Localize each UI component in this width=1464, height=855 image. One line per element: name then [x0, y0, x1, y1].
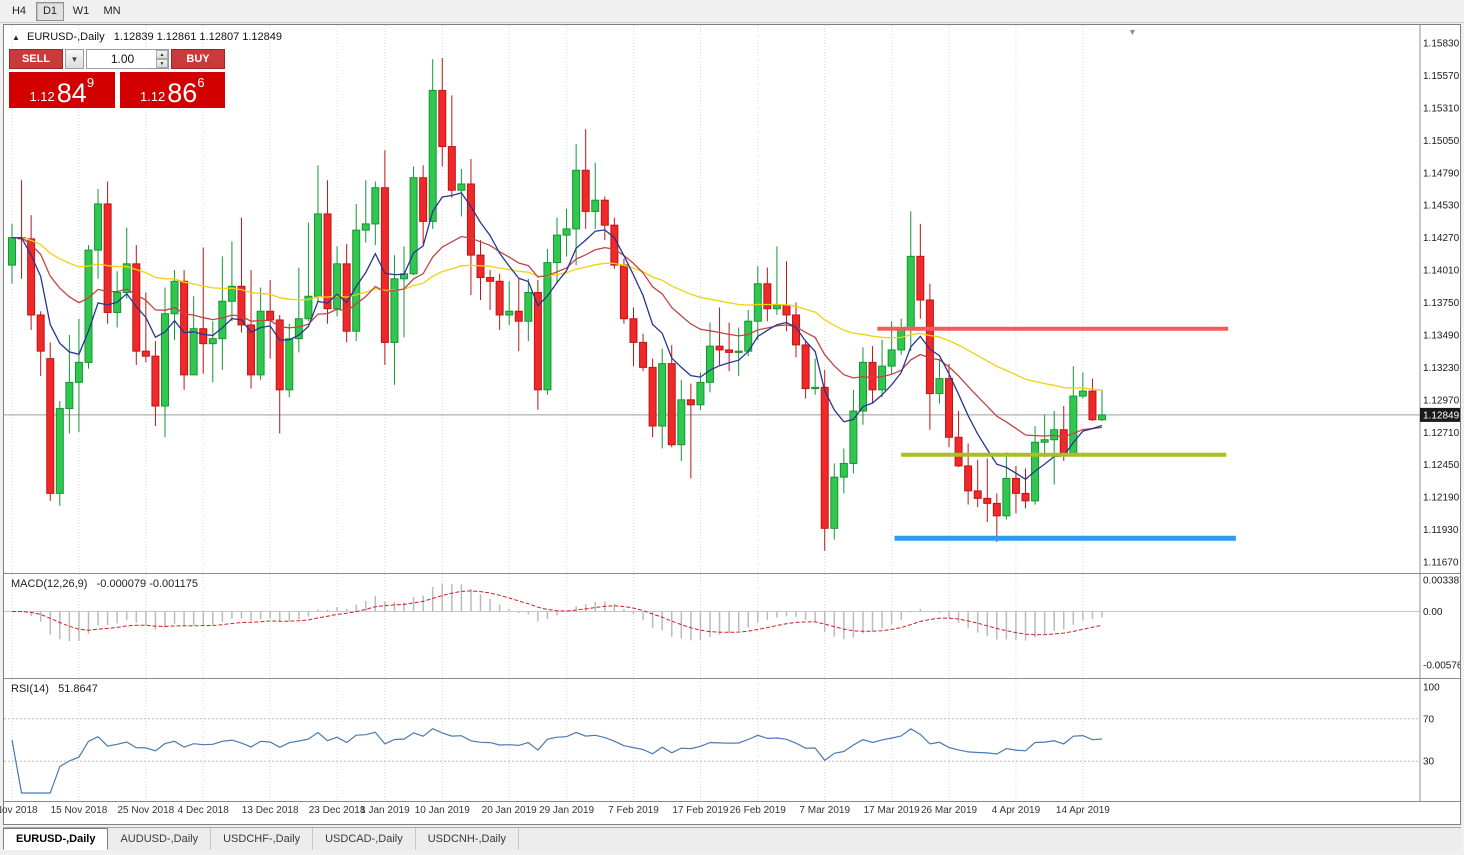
date-axis-label: 26 Feb 2019 — [729, 805, 786, 816]
date-axis-label: 23 Dec 2018 — [308, 805, 366, 816]
date-axis-label: 15 Nov 2018 — [50, 805, 108, 816]
chart-shift-marker-icon[interactable]: ▼ — [1128, 27, 1137, 37]
timeframe-button-mn[interactable]: MN — [103, 5, 121, 17]
svg-text:0.00: 0.00 — [1423, 607, 1443, 618]
chart-tab-eurusd[interactable]: EURUSD-,Daily — [3, 828, 109, 850]
macd-histogram — [11, 583, 1103, 642]
date-axis-label: 1 Jan 2019 — [360, 805, 410, 816]
volume-stepper: ▲ ▼ — [156, 50, 168, 68]
buy-price-pip: 6 — [197, 75, 205, 90]
price-axis-ticks: 1.15830 1.15570 1.15310 1.15050 1.14790 1.145… — [1423, 39, 1460, 569]
chart-title-bar: ▲ EURUSD-,Daily 1.12839 1.12861 1.12807 … — [12, 31, 282, 43]
macd-values: -0.000079 -0.001175 — [96, 578, 198, 590]
date-axis-label: 26 Mar 2019 — [920, 805, 978, 816]
rsi-value: 51.8647 — [58, 683, 98, 695]
timeframe-toolbar: H4 D1 W1 MN — [0, 0, 1464, 23]
rsi-line — [11, 728, 1103, 794]
volume-dropdown-button[interactable]: ▼ — [65, 49, 84, 69]
macd-chart-canvas[interactable]: 0.003387 0.00 -0.00576 — [4, 574, 1460, 678]
date-axis-label: 17 Feb 2019 — [672, 805, 729, 816]
current-price-badge — [1420, 407, 1460, 422]
ma-line-slow — [11, 236, 1103, 391]
svg-text:1.13750: 1.13750 — [1423, 298, 1460, 309]
svg-text:1.12190: 1.12190 — [1423, 493, 1460, 504]
sell-button[interactable]: SELL — [9, 49, 63, 69]
svg-text:1.15830: 1.15830 — [1423, 39, 1460, 50]
svg-text:1.11670: 1.11670 — [1423, 558, 1459, 569]
current-price-badge-text: 1.12849 — [1423, 410, 1460, 421]
macd-label: MACD(12,26,9) -0.000079 -0.001175 — [11, 578, 198, 590]
svg-text:1.15050: 1.15050 — [1423, 136, 1460, 147]
sell-price-button[interactable]: 1.12 84 9 — [9, 72, 115, 108]
svg-text:1.14270: 1.14270 — [1423, 233, 1460, 244]
date-axis-label: 10 Jan 2019 — [414, 805, 470, 816]
date-axis-label: 4 Apr 2019 — [991, 805, 1041, 816]
svg-text:1.15570: 1.15570 — [1423, 71, 1460, 82]
svg-text:30: 30 — [1423, 757, 1435, 768]
timeframe-button-w1[interactable]: W1 — [72, 5, 90, 17]
svg-text:1.15310: 1.15310 — [1423, 103, 1460, 114]
stepper-down-icon[interactable]: ▼ — [156, 59, 168, 68]
rsi-label: RSI(14) 51.8647 — [11, 683, 98, 695]
svg-text:70: 70 — [1423, 714, 1435, 725]
svg-text:1.12710: 1.12710 — [1423, 428, 1460, 439]
date-axis-label: 14 Apr 2019 — [1055, 805, 1110, 816]
chart-tab-usdchf[interactable]: USDCHF-,Daily — [211, 828, 314, 850]
rsi-pane: 100 70 30 RSI(14) 51.8647 — [4, 679, 1460, 802]
timeframe-button-d1[interactable]: D1 — [36, 1, 64, 21]
date-axis-label: 7 Feb 2019 — [608, 805, 659, 816]
svg-text:1.14790: 1.14790 — [1423, 168, 1460, 179]
buy-price-button[interactable]: 1.12 86 6 — [119, 72, 225, 108]
chevron-down-icon: ▼ — [70, 54, 79, 64]
volume-input[interactable] — [86, 49, 169, 69]
date-axis-label: 7 Mar 2019 — [799, 805, 851, 816]
chart-tab-bar: EURUSD-,Daily AUDUSD-,Daily USDCHF-,Daily U… — [3, 827, 1461, 850]
date-axis-label: 29 Jan 2019 — [539, 805, 595, 816]
svg-text:1.13230: 1.13230 — [1423, 363, 1460, 374]
date-axis-label: 13 Dec 2018 — [241, 805, 299, 816]
price-chart-canvas[interactable]: 1.15830 1.15570 1.15310 1.15050 1.14790 1.145… — [4, 25, 1460, 573]
svg-text:0.003387: 0.003387 — [1423, 576, 1460, 587]
svg-text:1.11930: 1.11930 — [1423, 525, 1459, 536]
macd-pane: 0.003387 0.00 -0.00576 MACD(12,26,9) -0.00… — [4, 574, 1460, 679]
timeframe-button-h4[interactable]: H4 — [11, 5, 27, 17]
svg-text:1.12450: 1.12450 — [1423, 460, 1460, 471]
svg-text:1.13490: 1.13490 — [1423, 330, 1460, 341]
ma-line-medium — [11, 235, 1103, 438]
svg-text:-0.00576: -0.00576 — [1423, 661, 1460, 672]
one-click-trade-panel: SELL ▼ ▲ ▼ BUY 1.12 84 9 — [9, 49, 225, 108]
buy-price-prefix: 1.12 — [139, 89, 166, 104]
date-axis-label: 17 Mar 2019 — [863, 805, 920, 816]
macd-axis-ticks: 0.003387 0.00 -0.00576 — [1423, 576, 1460, 672]
macd-signal-line — [12, 590, 1103, 636]
date-axis-label: 4 Dec 2018 — [177, 805, 229, 816]
svg-text:100: 100 — [1423, 683, 1440, 694]
chart-ohlc-values: 1.12839 1.12861 1.12807 1.12849 — [113, 31, 283, 43]
buy-price-main: 86 — [167, 78, 198, 108]
sell-price-pip: 9 — [86, 75, 95, 90]
chart-tab-usdcad[interactable]: USDCAD-,Daily — [313, 828, 416, 850]
rsi-axis-ticks: 100 70 30 — [1423, 683, 1440, 768]
chart-window: 1.15830 1.15570 1.15310 1.15050 1.14790 1.145… — [0, 24, 1461, 825]
price-pane: 1.15830 1.15570 1.15310 1.15050 1.14790 1.145… — [4, 25, 1460, 574]
candles-layer — [8, 57, 1106, 551]
svg-text:1.14010: 1.14010 — [1423, 266, 1460, 277]
sell-price-main: 84 — [56, 78, 87, 108]
rsi-chart-canvas[interactable]: 100 70 30 — [4, 679, 1460, 801]
svg-text:1.12970: 1.12970 — [1423, 395, 1460, 406]
chart-tab-usdcnh[interactable]: USDCNH-,Daily — [416, 828, 519, 850]
chart-symbol-title: EURUSD-,Daily — [26, 31, 105, 43]
chart-tab-audusd[interactable]: AUDUSD-,Daily — [108, 828, 212, 850]
buy-button[interactable]: BUY — [171, 49, 225, 69]
ma-line-fast — [11, 192, 1103, 481]
date-axis-label: 6 Nov 2018 — [0, 805, 38, 816]
collapse-triangle-icon[interactable]: ▲ — [12, 33, 20, 42]
sell-price-prefix: 1.12 — [29, 89, 55, 104]
date-axis-label: 20 Jan 2019 — [481, 805, 537, 816]
date-axis-label: 25 Nov 2018 — [117, 805, 175, 816]
stepper-up-icon[interactable]: ▲ — [156, 50, 168, 59]
svg-text:1.14530: 1.14530 — [1423, 201, 1460, 212]
